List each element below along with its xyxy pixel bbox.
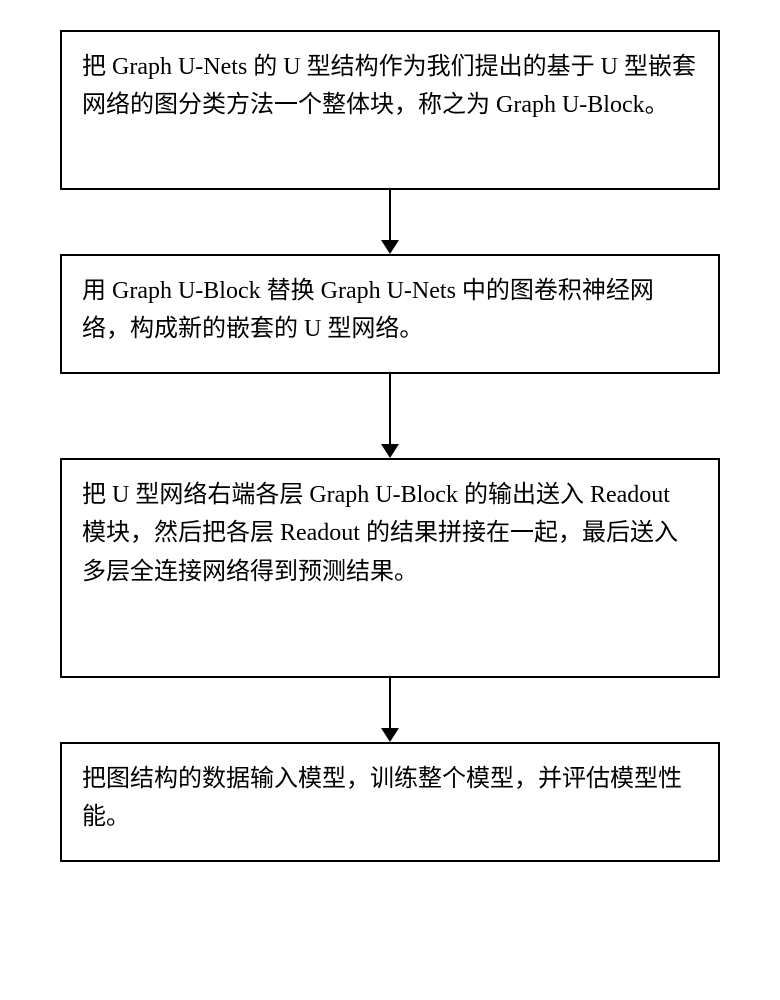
box-2-text: 用 Graph U-Block 替换 Graph U-Nets 中的图卷积神经网… (82, 272, 698, 349)
arrow-2-head (381, 444, 399, 458)
arrow-1-line (389, 190, 391, 240)
arrow-2 (381, 374, 399, 458)
flowchart-box-3: 把 U 型网络右端各层 Graph U-Block 的输出送入 Readout … (60, 458, 720, 678)
arrow-3-head (381, 728, 399, 742)
arrow-2-line (389, 374, 391, 444)
flowchart-box-2: 用 Graph U-Block 替换 Graph U-Nets 中的图卷积神经网… (60, 254, 720, 374)
box-1-text: 把 Graph U-Nets 的 U 型结构作为我们提出的基于 U 型嵌套网络的… (82, 48, 698, 125)
flowchart-box-1: 把 Graph U-Nets 的 U 型结构作为我们提出的基于 U 型嵌套网络的… (60, 30, 720, 190)
arrow-1 (381, 190, 399, 254)
flowchart-box-4: 把图结构的数据输入模型，训练整个模型，并评估模型性能。 (60, 742, 720, 862)
flowchart-container: 把 Graph U-Nets 的 U 型结构作为我们提出的基于 U 型嵌套网络的… (50, 30, 730, 862)
arrow-1-head (381, 240, 399, 254)
box-3-text: 把 U 型网络右端各层 Graph U-Block 的输出送入 Readout … (82, 476, 698, 591)
arrow-3 (381, 678, 399, 742)
box-4-text: 把图结构的数据输入模型，训练整个模型，并评估模型性能。 (82, 760, 698, 837)
arrow-3-line (389, 678, 391, 728)
